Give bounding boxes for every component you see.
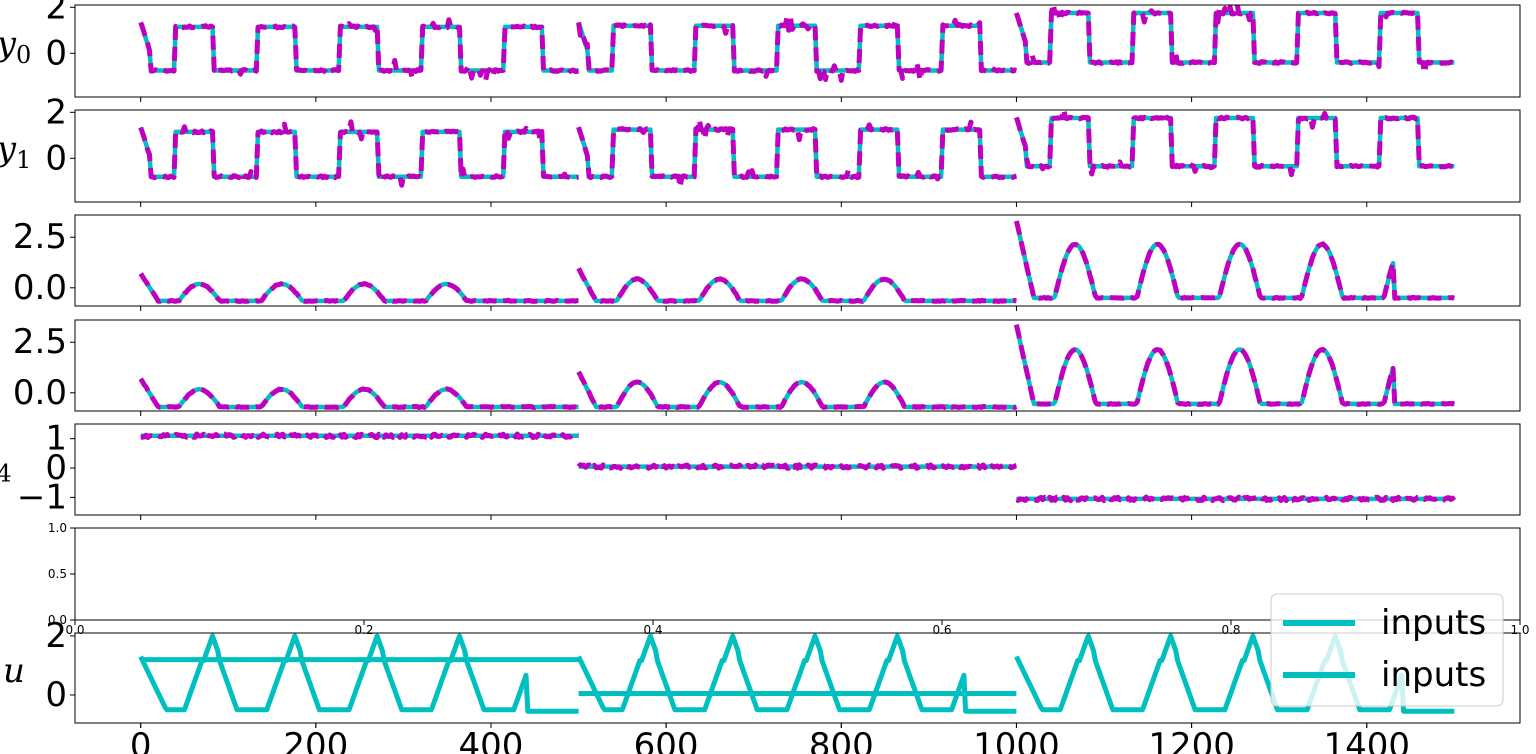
x-tick-label: 0.8 — [1221, 623, 1240, 637]
y-tick-label: 0 — [45, 448, 67, 488]
predicted-series-line — [576, 14, 1018, 83]
input-series-1-line — [576, 633, 1018, 714]
series-group — [139, 431, 1457, 504]
predicted-series-line — [139, 431, 580, 440]
y-tick-label: 0.0 — [13, 268, 67, 308]
axes-frame — [74, 632, 1521, 724]
axes-frame — [74, 4, 1521, 98]
y-tick-label: 0 — [45, 675, 67, 715]
y-tick-label: 0.0 — [13, 373, 67, 413]
reference-series-line — [576, 267, 1017, 304]
predicted-series-line — [576, 462, 1018, 471]
y-tick-label: 2 — [45, 0, 67, 27]
y-tick-label: 2.5 — [13, 217, 67, 257]
reference-series-line — [576, 21, 1017, 73]
panel-y4: 10−14 — [0, 419, 1521, 520]
predicted-series-line — [138, 377, 580, 410]
predicted-series-line — [1013, 220, 1456, 301]
x-tick-label: 0 — [130, 726, 152, 754]
axes-frame — [74, 109, 1521, 203]
y-tick-label: 0.5 — [48, 567, 67, 581]
series-group — [138, 633, 1456, 714]
legend-label: inputs — [1381, 655, 1486, 695]
y-axis-label: u — [3, 651, 25, 691]
series-group — [138, 110, 1456, 190]
input-series-1-line — [1014, 633, 1456, 714]
predicted-series-line — [1014, 110, 1456, 178]
series-group — [138, 5, 1456, 83]
predicted-series-line — [576, 117, 1018, 190]
y-tick-label: 0.0 — [48, 613, 67, 627]
x-tick-label: 1400 — [1323, 726, 1410, 754]
y-tick-label: 1 — [45, 419, 67, 459]
predicted-series-line — [1013, 324, 1456, 407]
legend-label: inputs — [1381, 603, 1486, 643]
x-tick-label: 0.4 — [643, 623, 662, 637]
x-tick-label: 600 — [634, 726, 699, 754]
y-axis-label: y1 — [0, 129, 31, 174]
reference-series-line — [1014, 10, 1455, 65]
x-tick-label: 400 — [459, 726, 524, 754]
y-tick-label: 0 — [45, 33, 67, 73]
predicted-series-line — [138, 272, 580, 304]
reference-series-line — [138, 21, 580, 73]
predicted-series-line — [576, 267, 1018, 304]
x-tick-label: 0.2 — [354, 623, 373, 637]
y-tick-label: 1.0 — [48, 521, 67, 535]
x-tick-label: 1200 — [1148, 726, 1235, 754]
panel-y1: 2 0 y1 — [0, 92, 1521, 207]
panel-y0: 2 0 y0 — [0, 0, 1521, 102]
panel-y3: 2.50.0 — [13, 319, 1521, 416]
y-tick-label: −1 — [17, 477, 67, 517]
legend: inputs inputs — [1270, 593, 1504, 707]
y-axis-label: 4 — [0, 460, 12, 488]
predicted-series-line — [1014, 5, 1456, 75]
y-tick-label: 2 — [45, 92, 67, 132]
x-tick-label: 200 — [283, 726, 348, 754]
y-axis-label: y0 — [0, 24, 31, 69]
y-tick-label: 0 — [45, 138, 67, 178]
panel-y2: 2.50.0 — [13, 214, 1521, 311]
reference-series-line — [1014, 324, 1455, 407]
axes-frame — [74, 423, 1521, 516]
predicted-series-line — [576, 370, 1018, 410]
y-tick-label: 2.5 — [13, 322, 67, 362]
reference-series-line — [1014, 115, 1455, 169]
reference-series-line — [576, 370, 1017, 410]
series-group — [138, 324, 1456, 410]
axes-frame — [74, 319, 1521, 412]
predicted-series-line — [138, 119, 580, 188]
axes-frame — [74, 214, 1521, 307]
input-series-1-line — [138, 633, 580, 714]
x-tick-label: 1000 — [973, 726, 1060, 754]
series-group — [138, 220, 1456, 304]
x-tick-label: 800 — [809, 726, 874, 754]
y-tick-label: 2 — [45, 616, 67, 656]
predicted-series-line — [1015, 494, 1457, 504]
x-tick-label: 0.6 — [932, 623, 951, 637]
